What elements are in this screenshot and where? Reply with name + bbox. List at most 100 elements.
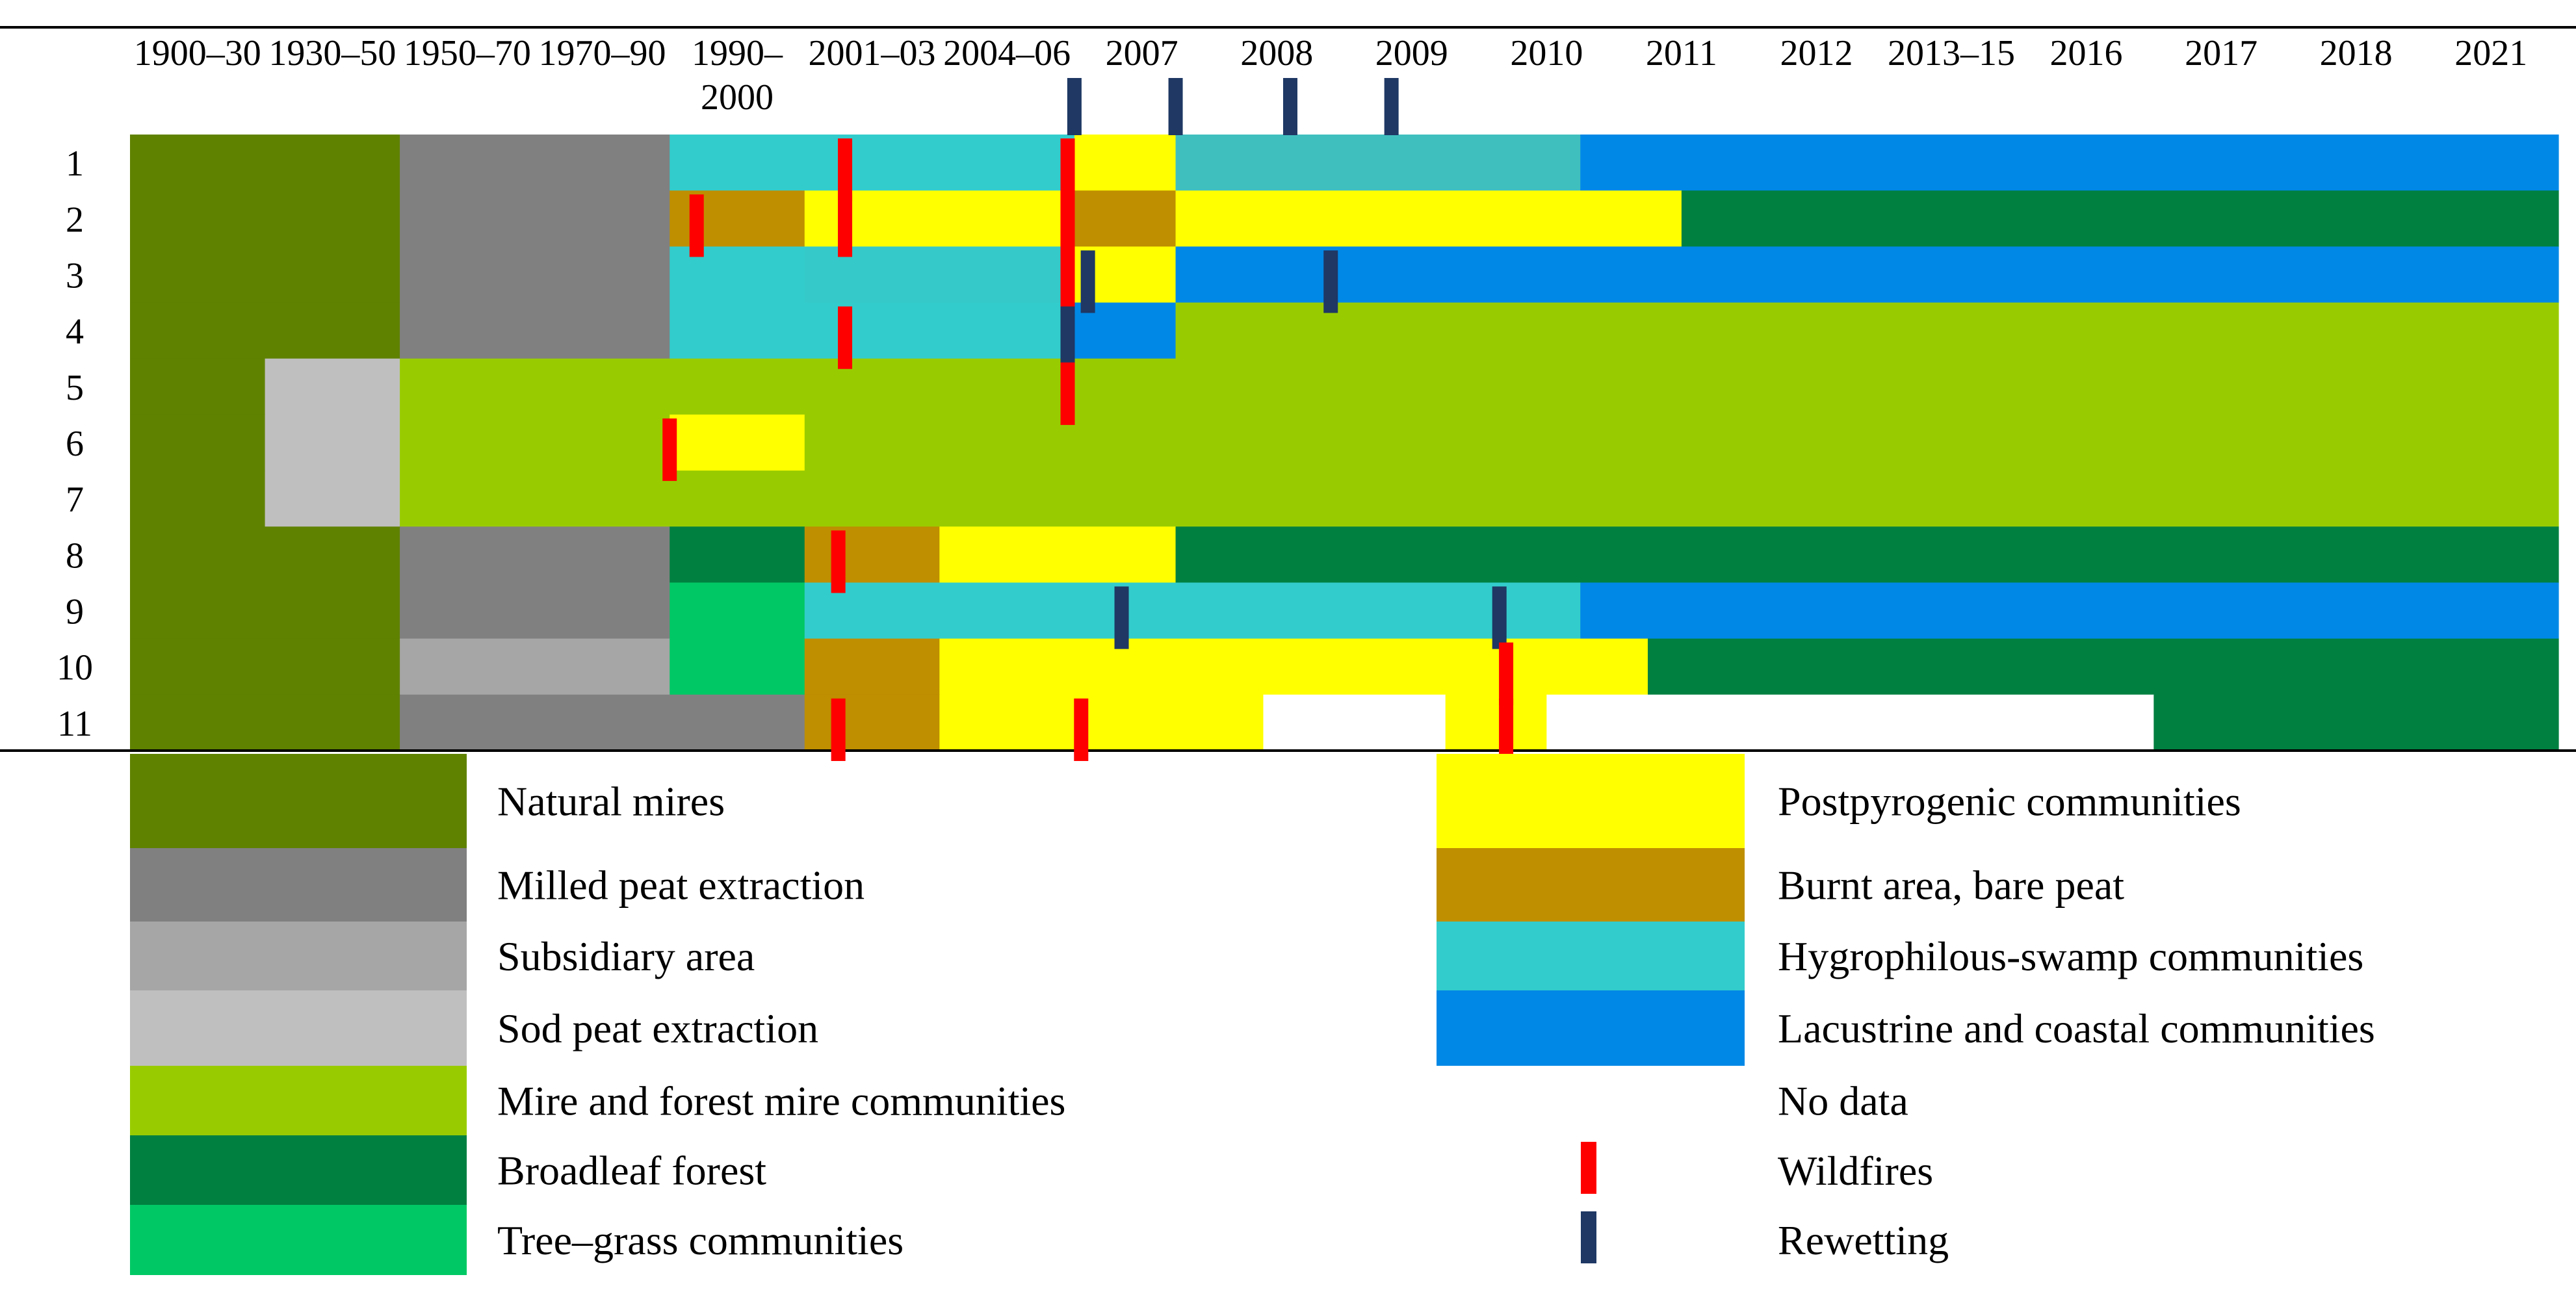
cell-row-4-milled (400, 302, 670, 359)
cell-row-1-milled (400, 135, 670, 191)
cell-row-2-broadleaf (1681, 190, 2559, 247)
cell-row-10-tree_grass (670, 638, 805, 695)
legend-swatch-rewetting (1581, 1211, 1596, 1263)
row-label: 3 (66, 255, 84, 296)
wildfire-marker (1060, 250, 1075, 313)
period-label: 2013–15 (1888, 33, 2015, 73)
legend-label: Wildfires (1778, 1148, 1933, 1194)
cell-row-2-burnt (1074, 190, 1177, 247)
cell-row-11-nodata (1263, 694, 1446, 751)
cell-row-11-postpyro (939, 694, 1264, 751)
row-label: 10 (57, 648, 93, 688)
legend-swatch-lacustrine (1437, 990, 1745, 1066)
row-label: 11 (57, 704, 92, 744)
legend-swatch-wildfire (1581, 1142, 1596, 1194)
cell-row-6-sod (265, 414, 400, 471)
rewetting-marker (1067, 78, 1082, 135)
cell-row-1-postpyro (1074, 135, 1177, 191)
cell-row-3-milled (400, 246, 670, 303)
wildfire-marker (1499, 642, 1514, 705)
legend-swatch-natural (130, 754, 467, 848)
cell-row-7-natural (130, 471, 266, 527)
cell-row-7-sod (265, 471, 400, 527)
wildfire-marker (838, 194, 853, 257)
legend-swatch-mire_forest (130, 1066, 467, 1135)
legend-label: Sod peat extraction (497, 1005, 818, 1051)
cell-row-1-natural (130, 135, 400, 191)
period-label: 1990– (692, 33, 783, 73)
legend-label: Rewetting (1778, 1217, 1949, 1263)
row-label: 5 (66, 368, 84, 408)
row-label: 7 (66, 480, 84, 520)
period-label: 1970–90 (538, 33, 666, 73)
legend-label: Burnt area, bare peat (1778, 862, 2124, 909)
legend-label: No data (1778, 1078, 1908, 1124)
cell-row-4-mire_forest (1175, 302, 2559, 359)
row-label: 8 (66, 535, 84, 576)
period-label: 2009 (1375, 33, 1448, 73)
period-label: 2008 (1240, 33, 1313, 73)
legend-swatch-postpyro (1437, 754, 1745, 848)
wildfire-marker (689, 194, 704, 257)
cell-row-2-postpyro (1175, 190, 1682, 247)
rewetting-marker (1282, 78, 1297, 135)
timeline-cells (130, 135, 2559, 751)
period-label: 2017 (2185, 33, 2257, 73)
legend-label: Hygrophilous-swamp communities (1778, 933, 2363, 979)
cell-row-8-broadleaf (1175, 526, 2559, 584)
rewetting-marker (1323, 250, 1338, 313)
period-tick-labels: 1900–30 1930–50 1950–70 1970–90 1990–2000 200… (134, 33, 2527, 118)
legend-swatch-burnt (1437, 848, 1745, 922)
rewetting-marker (1114, 586, 1129, 649)
cell-row-9-milled (400, 582, 670, 639)
row-label: 6 (66, 424, 84, 464)
wildfire-marker (662, 418, 677, 482)
cell-row-11-milled (400, 694, 805, 751)
legend-label: Milled peat extraction (497, 862, 865, 909)
period-label: 2021 (2454, 33, 2527, 73)
wildfire-marker (1499, 698, 1514, 761)
cell-row-1-hygro (670, 135, 1075, 191)
legend: Natural mires Milled peat extraction Subsi… (130, 754, 2375, 1275)
period-label: 2004–06 (943, 33, 1071, 73)
legend-swatch-hygro (1437, 922, 1745, 990)
cell-row-2-natural (130, 190, 400, 247)
cell-row-10-natural (130, 638, 400, 695)
cell-row-11-nodata (1546, 694, 2154, 751)
period-label: 2011 (1646, 33, 1717, 73)
legend-label: Natural mires (497, 779, 725, 825)
legend-label: Postpyrogenic communities (1778, 779, 2241, 825)
cell-row-11-postpyro (1445, 694, 1547, 751)
row-label: 9 (66, 592, 84, 632)
wildfire-marker (1074, 698, 1089, 761)
cell-row-8-milled (400, 526, 670, 584)
rewetting-marker (1384, 78, 1399, 135)
row-label: 2 (66, 200, 84, 240)
cell-row-5-mire_forest (400, 358, 2559, 415)
cell-row-3-lacustrine (1175, 246, 2559, 303)
cell-row-4-natural (130, 302, 400, 359)
legend-label: Broadleaf forest (497, 1148, 766, 1194)
legend-swatch-subsidiary (130, 922, 467, 990)
legend-label: Subsidiary area (497, 933, 755, 979)
cell-row-8-broadleaf (670, 526, 805, 584)
legend-swatch-milled (130, 848, 467, 922)
cell-row-6-mire_forest (804, 414, 2559, 471)
wildfire-marker (1060, 362, 1075, 425)
period-label: 2016 (2050, 33, 2123, 73)
wildfire-marker (1060, 138, 1075, 201)
legend-label: Lacustrine and coastal communities (1778, 1005, 2375, 1051)
cell-row-9-lacustrine (1580, 582, 2559, 639)
cell-row-4-hygro (670, 302, 1075, 359)
period-label: 1900–30 (134, 33, 261, 73)
wildfire-marker (831, 530, 846, 593)
wildfire-marker (1060, 194, 1075, 257)
frame-lines (0, 26, 2576, 752)
cell-row-10-subsidiary (400, 638, 670, 695)
wildfire-marker (838, 306, 853, 369)
cell-row-3-natural (130, 246, 400, 303)
cell-row-8-natural (130, 526, 400, 584)
legend-label: Mire and forest mire communities (497, 1078, 1065, 1124)
